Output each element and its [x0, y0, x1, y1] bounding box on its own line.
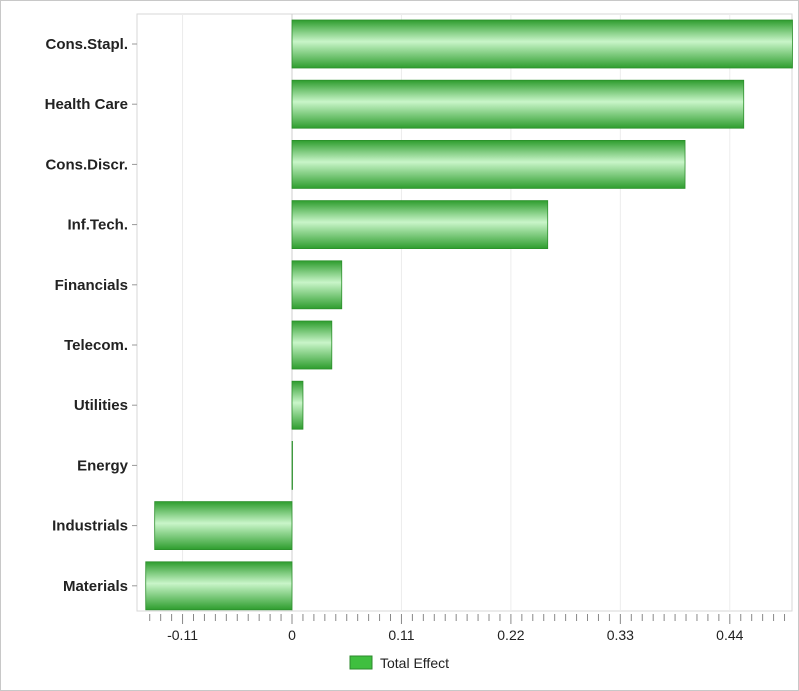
category-label: Inf.Tech.	[67, 217, 128, 234]
legend-label: Total Effect	[380, 655, 449, 671]
x-tick-label: 0.22	[497, 627, 524, 643]
bar	[291, 380, 304, 430]
legend: Total Effect	[349, 655, 449, 671]
plot-area	[136, 13, 793, 612]
bar	[291, 260, 343, 310]
category-label: Financials	[55, 277, 128, 294]
category-label: Telecom.	[64, 337, 128, 354]
bar	[291, 79, 745, 129]
bar	[291, 440, 293, 490]
bar	[291, 320, 333, 370]
x-tick-label: 0.44	[716, 627, 743, 643]
bar	[145, 561, 293, 611]
bar	[291, 139, 686, 189]
category-label: Utilities	[74, 397, 128, 414]
category-label: Materials	[63, 578, 128, 595]
category-label: Health Care	[45, 96, 128, 113]
bar	[154, 501, 293, 551]
category-label: Cons.Discr.	[45, 156, 128, 173]
legend-swatch	[349, 655, 373, 670]
x-tick-label: 0.33	[607, 627, 634, 643]
x-tick-label: 0.11	[388, 627, 414, 643]
x-axis: -0.11 0 0.11 0.22 0.33 0.44	[149, 614, 786, 643]
category-label: Cons.Stapl.	[45, 36, 128, 53]
bars	[145, 19, 793, 611]
category-label: Energy	[77, 457, 129, 474]
category-axis: Cons.Stapl. Health Care Cons.Discr. Inf.Tec…	[45, 36, 137, 595]
bar	[291, 200, 549, 250]
bar	[291, 19, 793, 69]
category-label: Industrials	[52, 518, 128, 535]
x-tick-label: 0	[288, 627, 296, 643]
x-tick-label: -0.11	[167, 627, 198, 643]
